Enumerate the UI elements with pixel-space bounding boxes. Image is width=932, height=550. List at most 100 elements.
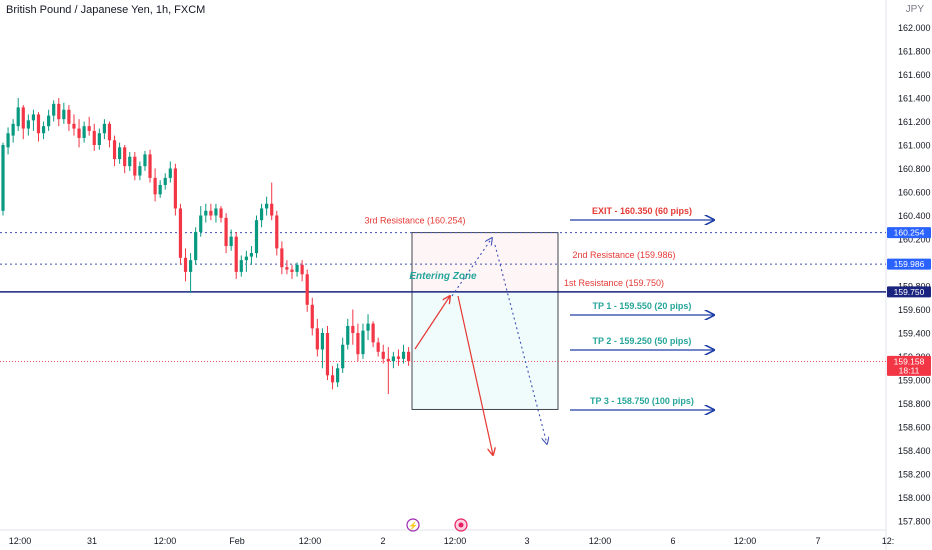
y-tick-label: 161.000 (898, 141, 931, 151)
candle-body (244, 256, 248, 261)
candle-body (153, 177, 157, 195)
candle-body (381, 351, 385, 359)
y-tick-label: 160.600 (898, 188, 931, 198)
candle-body (234, 236, 238, 272)
candle-body (407, 351, 411, 362)
candle-body (72, 123, 76, 129)
candle-body (361, 330, 365, 355)
candle-body (92, 130, 96, 145)
x-tick-label: 12:00 (9, 536, 32, 546)
bullish-path-arrow (414, 296, 450, 350)
candle-body (224, 217, 228, 247)
candle-body (366, 323, 370, 331)
candle-body (173, 168, 177, 209)
candle-body (371, 323, 375, 343)
price-badge-label: 160.254 (894, 228, 925, 238)
x-tick-label: 12:00 (444, 536, 467, 546)
candle-body (36, 114, 41, 134)
x-tick-label: 12: (882, 536, 895, 546)
candle-body (391, 356, 395, 362)
candle-body (112, 140, 117, 160)
candle-body (6, 133, 10, 148)
resistance-label: 3rd Resistance (160.254) (364, 216, 465, 226)
candle-body (82, 126, 86, 138)
price-badge-label: 159.158 (894, 356, 925, 366)
x-tick-label: 31 (87, 536, 97, 546)
x-tick-label: 12:00 (154, 536, 177, 546)
currency-label: JPY (905, 4, 924, 15)
candle-body (320, 333, 325, 350)
price-badge-label: 159.986 (894, 259, 925, 269)
y-tick-label: 158.200 (898, 470, 931, 480)
y-tick-label: 158.600 (898, 423, 931, 433)
candle-body (295, 264, 299, 272)
candle-body (62, 109, 66, 120)
x-tick-label: Feb (229, 536, 245, 546)
candle-body (325, 333, 330, 376)
price-badge (887, 258, 931, 270)
candle-body (128, 156, 132, 167)
candle-body (158, 184, 162, 195)
candle-body (183, 257, 188, 272)
x-tick-label: 6 (670, 536, 675, 546)
candle-body (386, 358, 390, 362)
y-tick-label: 159.000 (898, 376, 931, 386)
candle-body (77, 128, 81, 138)
price-badge (887, 227, 931, 239)
flash-event-icon (406, 518, 420, 532)
candle-body (163, 177, 167, 185)
y-tick-label: 160.400 (898, 211, 931, 221)
candle-body (41, 126, 46, 134)
price-badge (887, 286, 931, 298)
candle-body (229, 236, 233, 247)
bearish-path-arrow (457, 295, 493, 455)
candle-body (26, 120, 30, 129)
candle-body (396, 356, 401, 359)
y-tick-label: 158.800 (898, 399, 931, 409)
y-tick-label: 161.800 (898, 47, 931, 57)
price-badge (887, 355, 931, 376)
candle-body (305, 274, 309, 305)
candle-body (11, 123, 15, 136)
candle-body (214, 208, 218, 216)
candle-body (315, 328, 319, 350)
candle-body (219, 208, 223, 218)
x-tick-label: 12:00 (299, 536, 322, 546)
candle-body (254, 220, 259, 254)
candle-body (16, 107, 20, 127)
y-tick-label: 161.400 (898, 94, 931, 104)
x-tick-label: 12:00 (734, 536, 757, 546)
target-label: EXIT - 160.350 (60 pips) (592, 206, 692, 216)
candle-body (194, 231, 198, 261)
candle-body (300, 264, 304, 275)
candle-body (123, 147, 127, 167)
target-label: TP 2 - 159.250 (50 pips) (593, 336, 692, 346)
candle-body (341, 344, 345, 369)
candle-body (47, 115, 51, 127)
target-label: TP 3 - 158.750 (100 pips) (590, 396, 694, 406)
candle-body (330, 375, 335, 383)
candle-body (209, 210, 213, 216)
candle-body (21, 107, 25, 129)
candle-body (259, 208, 264, 221)
candle-body (168, 168, 172, 178)
candle-body (148, 154, 152, 178)
candle-body (356, 333, 360, 355)
y-tick-label: 160.200 (898, 235, 931, 245)
candle-body (67, 109, 71, 124)
resistance-label: 1st Resistance (159.750) (564, 278, 664, 288)
economic-event-dot (458, 522, 464, 528)
candle-body (351, 325, 355, 333)
projected-rise-arrow (451, 238, 492, 297)
candle-body (265, 203, 269, 209)
y-tick-label: 159.600 (898, 305, 931, 315)
candle-body (290, 269, 294, 272)
chart-title: British Pound / Japanese Yen, 1h, FXCM (6, 4, 206, 16)
candle-body (275, 215, 279, 249)
candle-body (102, 123, 106, 134)
x-tick-label: 12:00 (589, 536, 612, 546)
candle-body (87, 126, 91, 131)
entering-zone-label: Entering Zone (409, 271, 477, 282)
candle-body (336, 368, 340, 383)
